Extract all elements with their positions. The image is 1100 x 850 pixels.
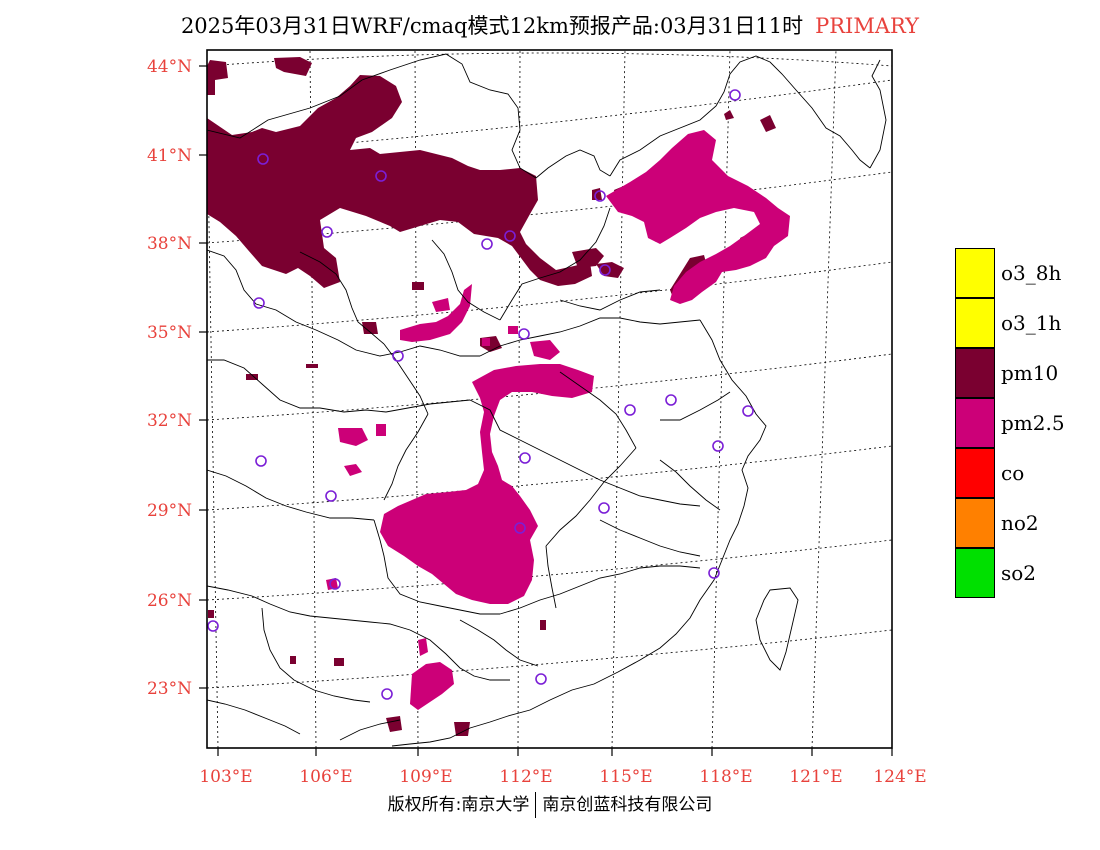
legend-item-co: co bbox=[955, 448, 1075, 498]
legend-label: pm2.5 bbox=[1001, 411, 1065, 435]
lat-label: 32°N bbox=[147, 411, 192, 431]
lat-label: 35°N bbox=[147, 323, 192, 343]
legend-item-o3-8h: o3_8h bbox=[955, 248, 1075, 298]
lon-label: 109°E bbox=[399, 767, 452, 787]
lon-label: 121°E bbox=[789, 767, 842, 787]
legend-label: so2 bbox=[1001, 561, 1036, 585]
legend-label: no2 bbox=[1001, 511, 1039, 535]
lon-label: 115°E bbox=[599, 767, 652, 787]
lon-label: 103°E bbox=[199, 767, 252, 787]
copyright-owner: 版权所有:南京大学 bbox=[388, 795, 530, 815]
legend-swatch bbox=[955, 248, 995, 298]
longitude-labels: 103°E 106°E 109°E 112°E 115°E 118°E 121°… bbox=[199, 767, 926, 787]
legend-swatch bbox=[955, 448, 995, 498]
lon-label: 106°E bbox=[299, 767, 352, 787]
lon-label: 124°E bbox=[873, 767, 926, 787]
copyright-footer: 版权所有:南京大学 南京创蓝科技有限公司 bbox=[0, 790, 1100, 818]
legend-label: o3_8h bbox=[1001, 261, 1061, 285]
legend-item-pm25: pm2.5 bbox=[955, 398, 1075, 448]
legend-swatch bbox=[955, 298, 995, 348]
lon-label: 118°E bbox=[699, 767, 752, 787]
lat-label: 41°N bbox=[147, 146, 192, 166]
legend-label: co bbox=[1001, 461, 1024, 485]
lat-label: 26°N bbox=[147, 591, 192, 611]
legend-swatch bbox=[955, 498, 995, 548]
legend-item-no2: no2 bbox=[955, 498, 1075, 548]
footer-divider bbox=[535, 792, 536, 818]
legend-item-so2: so2 bbox=[955, 548, 1075, 598]
lon-label: 112°E bbox=[499, 767, 552, 787]
lat-label: 38°N bbox=[147, 234, 192, 254]
pollutant-legend: o3_8h o3_1h pm10 pm2.5 co no2 so2 bbox=[955, 248, 1075, 598]
copyright-company: 南京创蓝科技有限公司 bbox=[542, 795, 712, 815]
legend-label: pm10 bbox=[1001, 361, 1058, 385]
legend-label: o3_1h bbox=[1001, 311, 1061, 335]
legend-swatch bbox=[955, 548, 995, 598]
lat-label: 23°N bbox=[147, 679, 192, 699]
lat-label: 29°N bbox=[147, 501, 192, 521]
legend-swatch bbox=[955, 348, 995, 398]
legend-item-pm10: pm10 bbox=[955, 348, 1075, 398]
lat-label: 44°N bbox=[147, 57, 192, 77]
latitude-labels: 44°N 41°N 38°N 35°N 32°N 29°N 26°N 23°N bbox=[147, 57, 192, 699]
legend-item-o3-1h: o3_1h bbox=[955, 298, 1075, 348]
legend-swatch bbox=[955, 398, 995, 448]
